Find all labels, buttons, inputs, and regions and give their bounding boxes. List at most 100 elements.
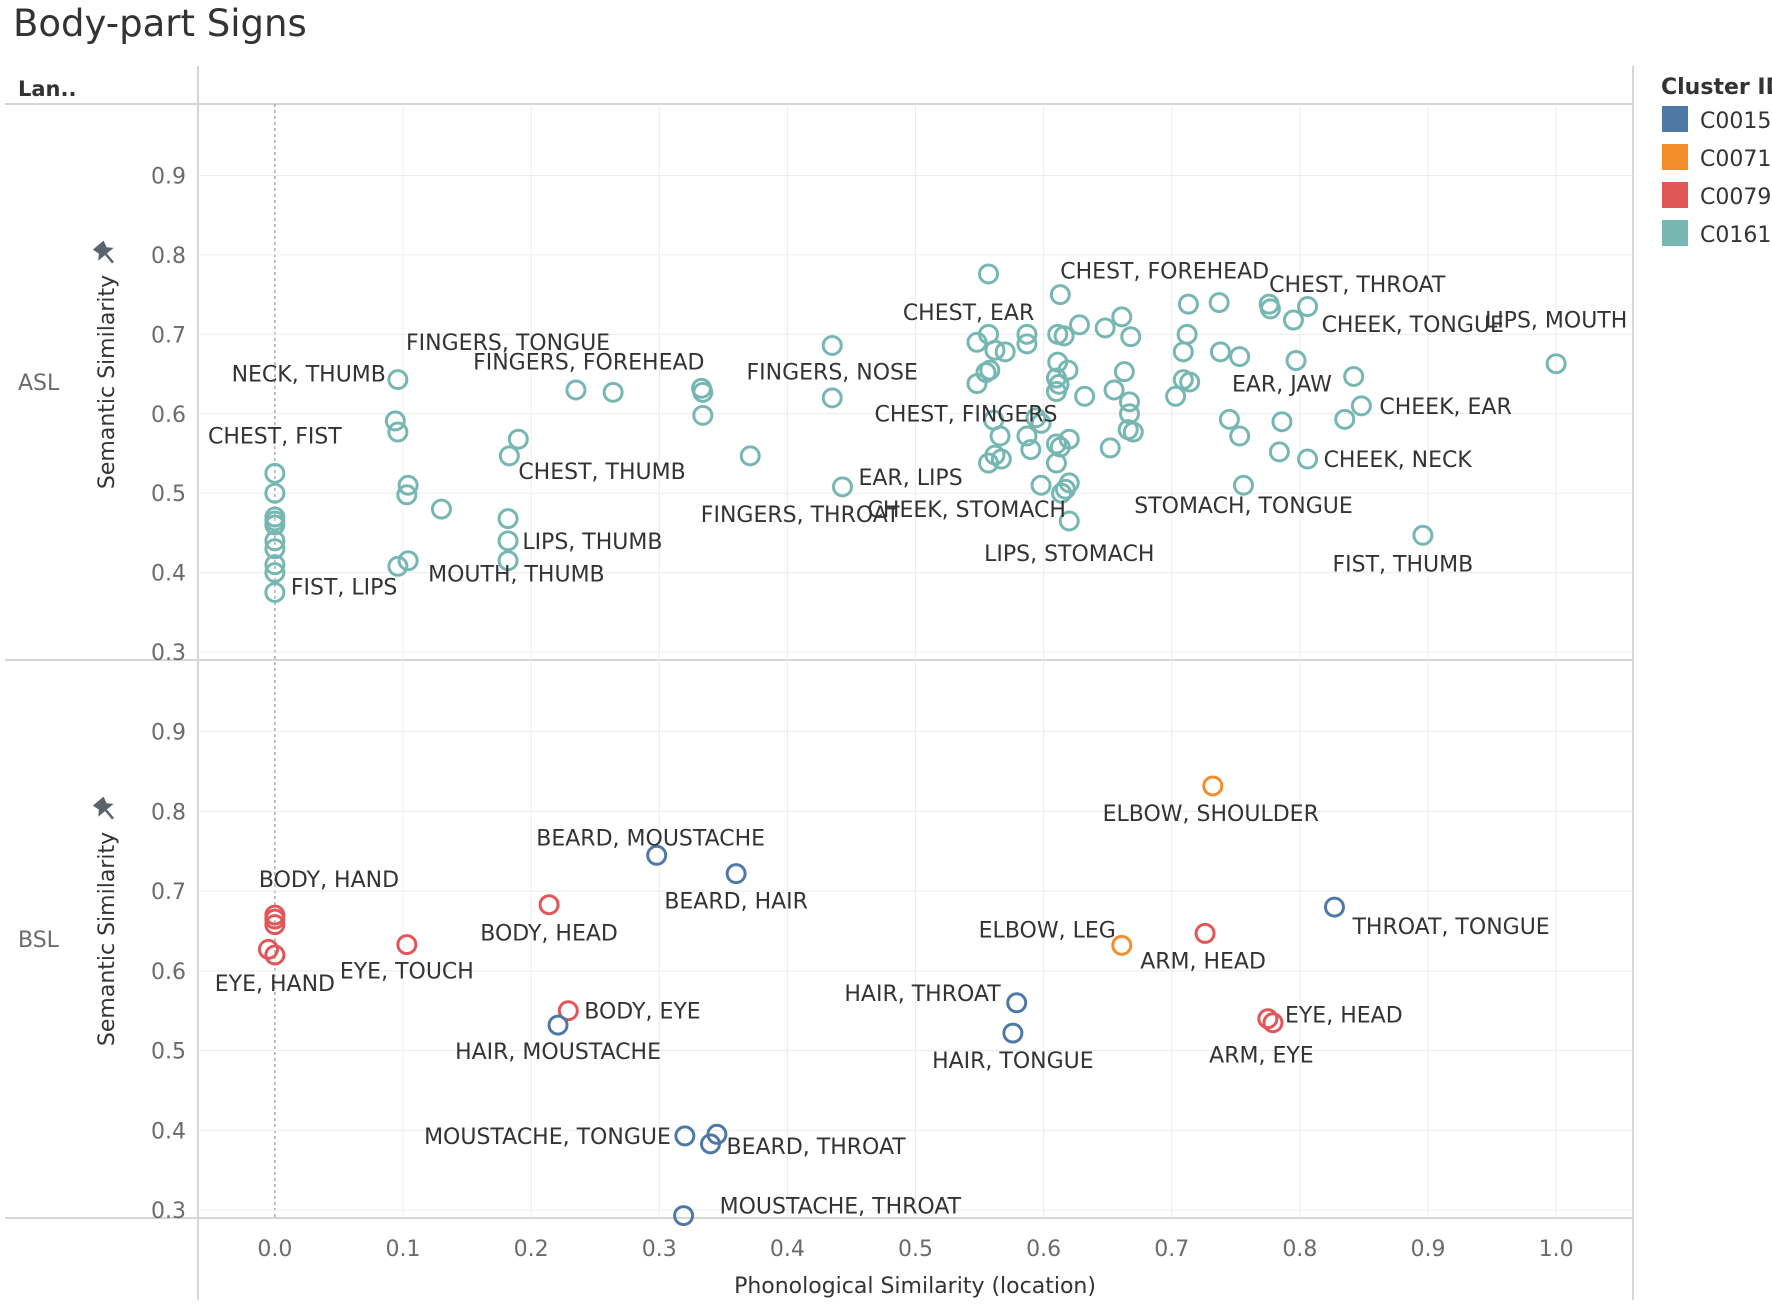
data-point-c0071[interactable] [1202,775,1224,797]
data-point-c0161[interactable] [264,538,286,560]
legend-item-c0161[interactable]: C0161 [1662,220,1771,248]
data-point-c0161[interactable] [1218,408,1240,430]
data-point-c0161[interactable] [397,474,419,496]
data-point-c0161[interactable] [1053,325,1075,347]
data-point-c0015[interactable] [547,1014,569,1036]
legend-item-c0079[interactable]: C0079 [1662,182,1771,210]
data-point-c0015[interactable] [725,863,747,885]
data-point-c0161[interactable] [1282,309,1304,331]
data-point-c0161[interactable] [1209,341,1231,363]
data-point-c0161[interactable] [1103,379,1125,401]
data-point-c0161[interactable] [1030,412,1052,434]
data-point-c0161[interactable] [1208,292,1230,314]
data-point-c0161[interactable] [1268,441,1290,463]
data-point-c0161[interactable] [264,581,286,603]
data-point-c0161[interactable] [430,498,452,520]
data-point-c0161[interactable] [396,484,418,506]
data-point-c0161[interactable] [1094,317,1116,339]
data-point-c0161[interactable] [498,445,520,467]
data-point-c0161[interactable] [1285,350,1307,372]
data-point-c0161[interactable] [1271,411,1293,433]
legend-item-c0071[interactable]: C0071 [1662,144,1771,172]
data-point-c0161[interactable] [1334,408,1356,430]
data-point-c0161[interactable] [989,425,1011,447]
data-point-c0161[interactable] [1054,478,1076,500]
data-point-c0015[interactable] [700,1133,721,1155]
data-point-c0161[interactable] [1179,371,1201,393]
data-point-c0079[interactable] [257,938,279,960]
data-point-c0161[interactable] [497,508,519,530]
data-point-c0161[interactable] [831,476,853,498]
data-point-c0161[interactable] [1350,395,1372,417]
data-point-c0161[interactable] [565,379,587,401]
data-point-c0161[interactable] [1120,326,1142,348]
data-point-c0161[interactable] [1074,385,1096,407]
data-point-c0161[interactable] [264,482,286,504]
data-point-c0161[interactable] [739,445,761,467]
data-point-c0079[interactable] [1257,1008,1279,1030]
data-point-c0079[interactable] [264,914,286,936]
data-point-c0161[interactable] [1069,314,1090,336]
data-point-c0161[interactable] [821,334,843,356]
data-point-c0161[interactable] [264,514,286,536]
data-point-c0161[interactable] [966,331,988,353]
data-point-c0161[interactable] [1297,296,1319,318]
data-point-c0161[interactable] [966,373,988,395]
pin-icon[interactable] [91,795,121,825]
data-point-c0161[interactable] [264,562,286,584]
data-point-c0161[interactable] [497,530,519,552]
data-point-c0161[interactable] [264,462,286,484]
data-point-c0161[interactable] [692,381,714,403]
data-point-c0161[interactable] [1045,452,1067,474]
data-point-c0161[interactable] [984,339,1006,361]
data-point-c0161[interactable] [821,387,843,409]
data-point-c0015[interactable] [1323,896,1345,918]
data-point-c0161[interactable] [990,448,1012,470]
data-point-c0079[interactable] [1262,1012,1284,1034]
data-point-c0161[interactable] [1016,333,1038,355]
data-point-c0161[interactable] [387,555,409,577]
data-point-c0161[interactable] [1058,510,1080,532]
data-point-c0161[interactable] [1045,381,1067,403]
data-point-c0161[interactable] [1412,524,1434,546]
data-point-c0161[interactable] [1343,365,1365,387]
data-point-c0161[interactable] [978,263,1000,285]
data-point-c0161[interactable] [1051,482,1073,504]
data-point-c0161[interactable] [1020,439,1042,461]
data-point-c0161[interactable] [1118,391,1140,413]
data-point-c0161[interactable] [602,381,624,403]
data-point-c0079[interactable] [1194,922,1216,944]
data-point-c0015[interactable] [1006,992,1028,1014]
data-point-c0161[interactable] [497,550,519,572]
data-point-c0079[interactable] [264,944,286,966]
data-point-c0161[interactable] [1122,421,1144,443]
data-point-c0161[interactable] [1259,298,1281,320]
data-point-c0161[interactable] [507,428,529,450]
data-point-c0161[interactable] [1165,385,1187,407]
legend-item-c0015[interactable]: C0015 [1662,106,1771,134]
data-point-c0015[interactable] [646,844,668,866]
data-point-c0161[interactable] [264,554,286,576]
data-point-c0161[interactable] [397,550,419,572]
data-point-c0079[interactable] [557,1000,579,1022]
data-point-c0161[interactable] [1111,306,1133,328]
data-point-c0161[interactable] [1229,425,1251,447]
data-point-c0161[interactable] [384,410,406,432]
data-point-c0161[interactable] [1025,407,1047,429]
data-point-c0071[interactable] [1111,934,1133,956]
pin-icon[interactable] [91,239,121,269]
data-point-c0079[interactable] [264,908,286,930]
data-point-c0161[interactable] [1545,353,1567,375]
data-point-c0015[interactable] [673,1205,695,1227]
data-point-c0161[interactable] [1049,284,1071,306]
data-point-c0161[interactable] [1016,323,1038,345]
data-point-c0079[interactable] [396,934,418,956]
row-header[interactable]: Lan.. [18,77,76,101]
data-point-c0161[interactable] [978,452,1000,474]
data-point-c0161[interactable] [1113,361,1135,383]
data-point-c0161[interactable] [994,341,1016,363]
data-point-c0161[interactable] [1297,448,1319,470]
data-point-c0161[interactable] [264,530,286,552]
data-point-c0161[interactable] [1233,474,1254,496]
data-point-c0079[interactable] [538,894,560,916]
